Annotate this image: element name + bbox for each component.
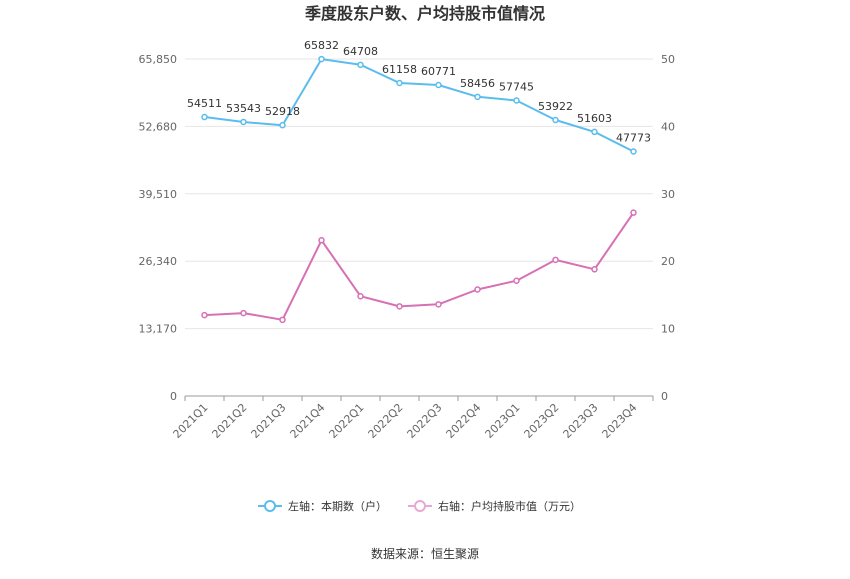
right-tick-label: 20: [661, 255, 675, 268]
data-label: 64708: [343, 45, 378, 58]
left-axis-ticks: 0 13,170 26,340 39,510 52,680 65,850: [139, 53, 178, 403]
data-label: 61158: [382, 63, 417, 76]
series-line-1: [204, 212, 635, 321]
legend-label-avg-value: 右轴：户均持股市值（万元）: [438, 499, 581, 513]
data-point: [279, 316, 286, 324]
data-point: [357, 292, 364, 300]
data-source: 数据来源：恒生聚源: [371, 546, 479, 561]
x-tick-label: 2022Q4: [444, 401, 484, 441]
x-tick-label: 2021Q4: [288, 401, 328, 441]
left-tick-label: 13,170: [139, 323, 178, 336]
data-point: [318, 237, 325, 244]
x-tick-label: 2021Q2: [210, 401, 250, 441]
data-label: 65832: [304, 39, 339, 52]
data-point: [396, 303, 403, 310]
right-tick-label: 0: [661, 390, 668, 403]
data-point: [357, 61, 364, 69]
data-label: 58456: [460, 77, 495, 90]
data-label: 57745: [499, 80, 534, 93]
data-label: 52918: [265, 105, 300, 118]
legend-marker-households: [264, 500, 276, 512]
legend: 左轴：本期数（户） 右轴：户均持股市值（万元）: [258, 499, 581, 513]
left-tick-label: 39,510: [139, 188, 178, 201]
right-tick-label: 50: [661, 53, 675, 66]
data-point: [240, 118, 247, 126]
right-axis-ticks: 0 10 20 30 40 50: [661, 53, 675, 403]
data-point: [474, 286, 481, 293]
x-tick-label: 2023Q1: [483, 401, 523, 441]
left-tick-label: 0: [170, 390, 177, 403]
series-layer: 54511 53543 52918 65832 64708 61158 60771 58456…: [187, 39, 651, 324]
data-label: 53543: [226, 102, 261, 115]
data-label: 60771: [421, 65, 456, 78]
series-line-0: [204, 58, 634, 153]
left-tick-label: 65,850: [139, 53, 178, 66]
grid-lines: [185, 58, 653, 330]
data-point: [552, 256, 559, 264]
data-label: 47773: [616, 132, 651, 145]
right-tick-label: 30: [661, 188, 675, 201]
data-point: [552, 116, 559, 124]
chart-title: 季度股东户数、户均持股市值情况: [304, 4, 545, 23]
x-tick-label: 2023Q4: [600, 401, 640, 441]
x-tick-label: 2021Q1: [171, 401, 211, 441]
data-point: [591, 266, 598, 273]
right-tick-label: 10: [661, 323, 675, 336]
x-tick-label: 2021Q3: [249, 401, 289, 441]
x-axis: 2021Q12021Q22021Q32021Q42022Q12022Q22022…: [171, 395, 654, 441]
data-point: [630, 148, 637, 155]
x-tick-label: 2023Q2: [522, 401, 562, 441]
data-label: 54511: [187, 97, 222, 110]
x-tick-label: 2022Q1: [327, 401, 367, 441]
right-tick-label: 40: [661, 120, 675, 133]
data-point: [201, 311, 208, 319]
legend-label-households: 左轴：本期数（户）: [288, 499, 387, 513]
data-point: [435, 81, 442, 89]
data-point: [240, 309, 247, 317]
legend-item-households[interactable]: 左轴：本期数（户）: [258, 499, 387, 513]
data-label: 53922: [538, 100, 573, 113]
data-point: [630, 209, 637, 216]
data-point: [591, 128, 598, 136]
x-tick-label: 2023Q3: [561, 401, 601, 441]
left-tick-label: 52,680: [139, 120, 178, 133]
data-point: [513, 97, 520, 104]
legend-marker-avg-value: [414, 500, 426, 512]
data-point: [318, 55, 325, 63]
data-point: [279, 121, 286, 129]
x-tick-label: 2022Q3: [405, 401, 445, 441]
data-label: 51603: [577, 112, 612, 125]
data-point: [513, 277, 520, 284]
data-point: [396, 79, 403, 87]
left-tick-label: 26,340: [139, 255, 178, 268]
data-point: [435, 301, 442, 308]
x-tick-label: 2022Q2: [366, 401, 406, 441]
data-point: [474, 93, 481, 101]
data-point: [201, 113, 208, 121]
legend-item-avg-value[interactable]: 右轴：户均持股市值（万元）: [408, 499, 581, 513]
